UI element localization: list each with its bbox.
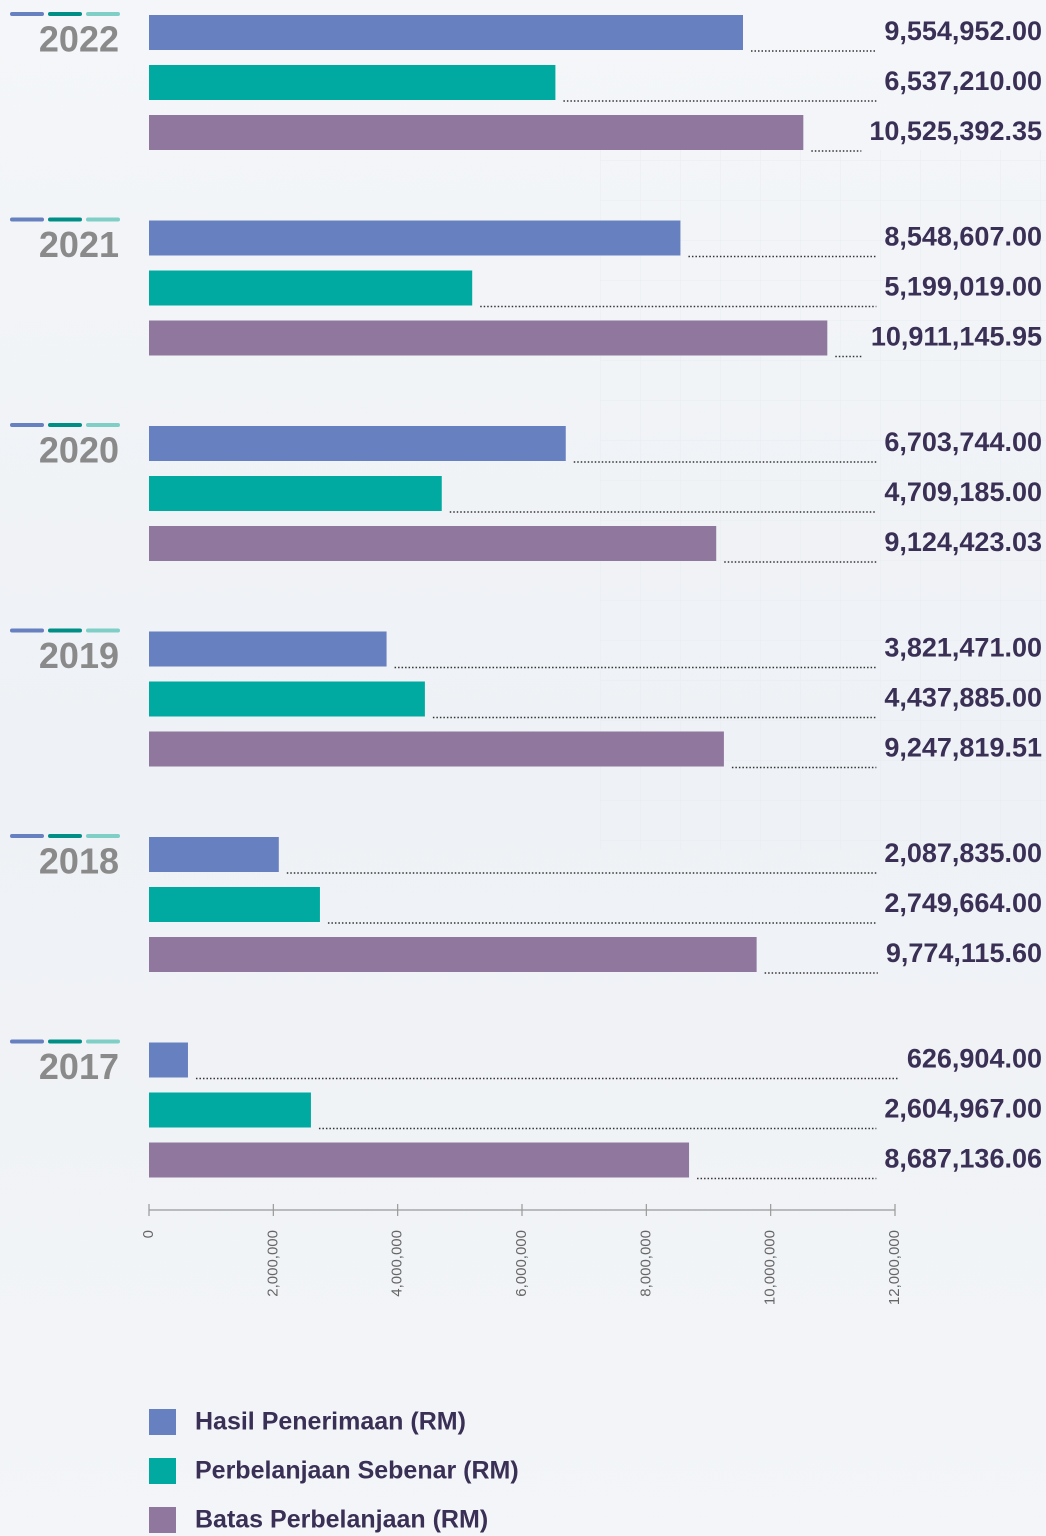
value-label: 10,911,145.95 (871, 322, 1042, 352)
value-label: 9,554,952.00 (884, 16, 1042, 46)
value-label: 4,437,885.00 (884, 683, 1042, 713)
year-label: 2022 (39, 19, 119, 60)
value-label: 4,709,185.00 (884, 477, 1042, 507)
bar (149, 731, 724, 767)
year-label: 2017 (39, 1046, 119, 1087)
x-tick-label: 10,000,000 (762, 1230, 779, 1305)
value-label: 8,548,607.00 (884, 222, 1042, 252)
bar (149, 837, 279, 872)
value-label: 9,247,819.51 (884, 733, 1042, 763)
x-tick-label: 0 (140, 1230, 157, 1238)
bar (149, 15, 743, 50)
bar (149, 115, 804, 150)
bar (149, 937, 757, 972)
year-label: 2021 (39, 224, 119, 265)
bar (149, 1092, 311, 1128)
value-label: 8,687,136.06 (884, 1144, 1042, 1174)
bar (149, 426, 566, 461)
year-label: 2019 (39, 635, 119, 676)
bar (149, 65, 556, 100)
bar (149, 887, 320, 922)
value-label: 10,525,392.35 (869, 116, 1042, 146)
legend-swatch (149, 1458, 176, 1484)
legend-label: Batas Perbelanjaan (RM) (195, 1506, 488, 1534)
bar (149, 631, 387, 667)
legend-swatch (149, 1507, 176, 1533)
value-label: 6,703,744.00 (884, 427, 1042, 457)
x-tick-label: 4,000,000 (389, 1230, 406, 1297)
legend-swatch (149, 1409, 176, 1435)
value-label: 9,774,115.60 (886, 938, 1042, 968)
value-label: 2,749,664.00 (884, 888, 1042, 918)
value-label: 6,537,210.00 (884, 66, 1042, 96)
value-label: 3,821,471.00 (884, 633, 1042, 663)
x-tick-label: 12,000,000 (886, 1230, 903, 1305)
value-label: 5,199,019.00 (884, 272, 1042, 302)
bar (149, 476, 442, 511)
year-label: 2020 (39, 430, 119, 471)
x-tick-label: 6,000,000 (513, 1230, 530, 1297)
value-label: 626,904.00 (907, 1044, 1042, 1074)
value-label: 2,087,835.00 (884, 838, 1042, 868)
value-label: 9,124,423.03 (884, 527, 1042, 557)
bar (149, 526, 717, 561)
bar (149, 320, 828, 356)
bar (149, 1042, 188, 1078)
value-label: 2,604,967.00 (884, 1094, 1042, 1124)
x-tick-label: 2,000,000 (264, 1230, 281, 1297)
year-label: 2018 (39, 841, 119, 882)
x-tick-label: 8,000,000 (637, 1230, 654, 1297)
bar (149, 270, 473, 306)
bar (149, 681, 425, 717)
bar (149, 220, 681, 256)
legend-label: Perbelanjaan Sebenar (RM) (195, 1457, 519, 1485)
legend-label: Hasil Penerimaan (RM) (195, 1408, 466, 1436)
bar (149, 1142, 690, 1178)
